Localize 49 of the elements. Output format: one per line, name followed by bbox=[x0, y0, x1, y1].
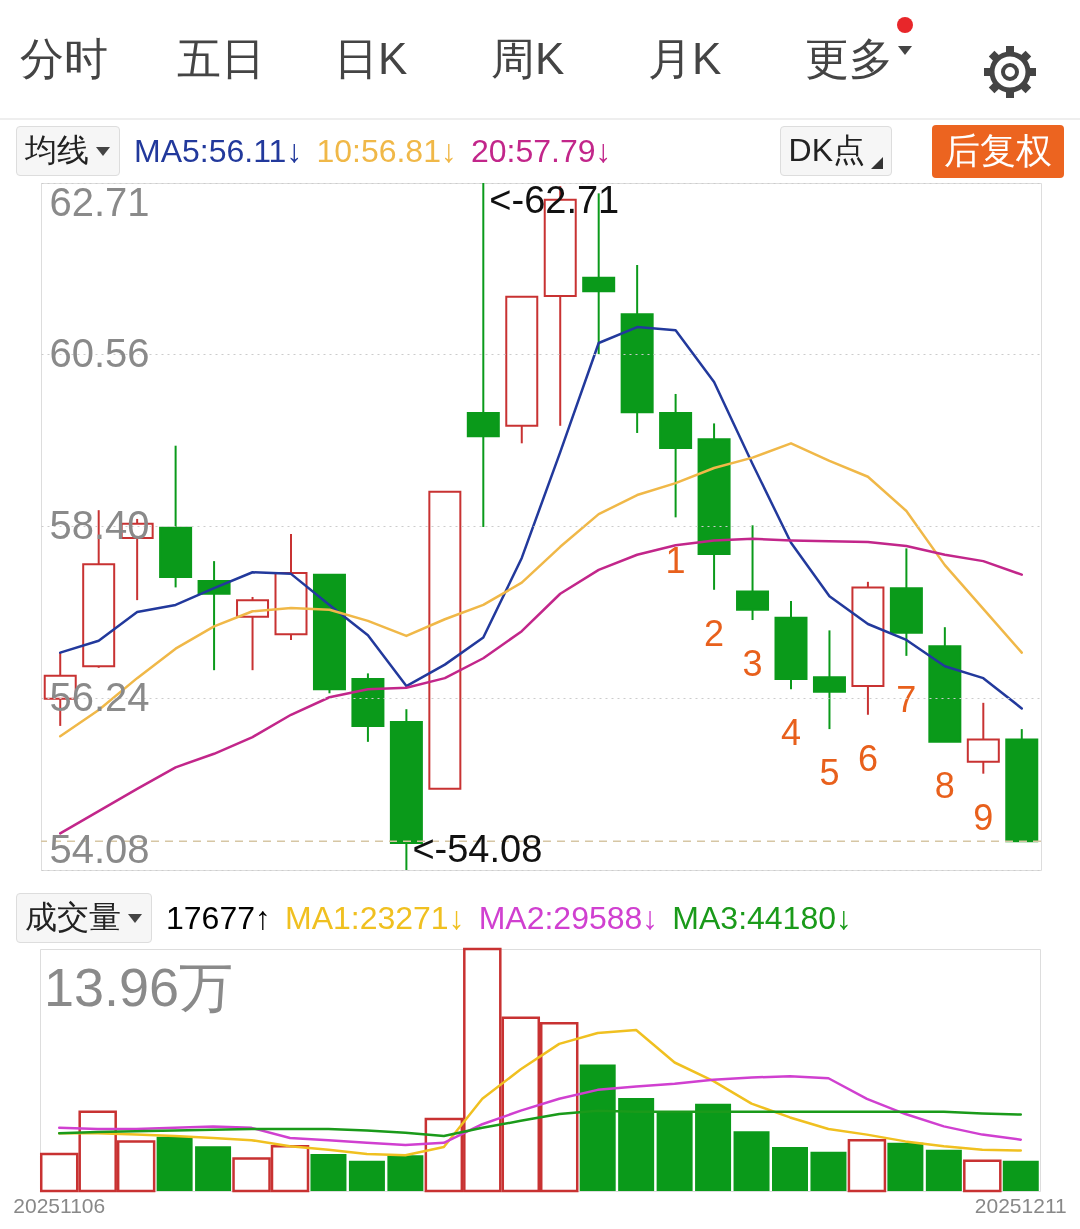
bar bbox=[656, 1111, 693, 1191]
bar bbox=[579, 1064, 616, 1191]
bar bbox=[810, 1151, 847, 1191]
text: 3 bbox=[742, 643, 763, 685]
text: 10:56.81↓ bbox=[316, 132, 457, 170]
bar bbox=[733, 1131, 770, 1191]
text: MA5:56.11↓ bbox=[134, 132, 303, 170]
bar bbox=[925, 1149, 962, 1191]
text: 五日 bbox=[177, 32, 266, 85]
bar bbox=[695, 1103, 732, 1191]
text: 1 bbox=[665, 540, 686, 582]
y-tick-label: 62.71 bbox=[49, 179, 150, 224]
legend-title: 成交量 bbox=[25, 898, 121, 937]
x-tick-label: 20251211 bbox=[974, 1193, 1067, 1217]
text: 5 bbox=[819, 752, 840, 794]
text: 周K bbox=[491, 32, 566, 85]
bar bbox=[772, 1146, 808, 1191]
text: MA2:29588↓ bbox=[478, 899, 659, 937]
bar bbox=[963, 1159, 1002, 1193]
text: 日K bbox=[334, 32, 409, 85]
bar bbox=[1002, 1160, 1039, 1191]
text: 8 bbox=[934, 764, 955, 806]
text: 9 bbox=[973, 796, 994, 838]
text: 6 bbox=[857, 737, 878, 779]
text: 月K bbox=[648, 32, 723, 85]
text: 更多 bbox=[805, 32, 894, 85]
text: DK点 bbox=[779, 126, 892, 176]
x-tick-label: 20251106 bbox=[13, 1193, 106, 1217]
annotation: 13.96万 bbox=[44, 957, 234, 1017]
bar bbox=[387, 1155, 424, 1191]
annotation: <-54.08 bbox=[412, 828, 543, 870]
bar bbox=[195, 1146, 232, 1191]
y-tick-label: 54.08 bbox=[49, 826, 150, 871]
bar bbox=[348, 1160, 385, 1191]
bar bbox=[310, 1153, 347, 1191]
text: 7 bbox=[896, 678, 917, 720]
text: 20:57.79↓ bbox=[470, 132, 612, 170]
text: 后复权 bbox=[932, 124, 1064, 178]
bar bbox=[887, 1142, 924, 1191]
bar bbox=[618, 1098, 655, 1191]
bar bbox=[156, 1136, 193, 1191]
text: 分时 bbox=[20, 32, 109, 85]
text: MA3:44180↓ bbox=[672, 899, 852, 937]
y-tick-label: 60.56 bbox=[49, 330, 150, 375]
text: 4 bbox=[780, 712, 802, 754]
legend-title: 均线 bbox=[25, 131, 89, 170]
text: 2 bbox=[704, 612, 725, 654]
text: MA1:23271↓ bbox=[284, 899, 465, 937]
text: 17677↑ bbox=[166, 899, 271, 937]
